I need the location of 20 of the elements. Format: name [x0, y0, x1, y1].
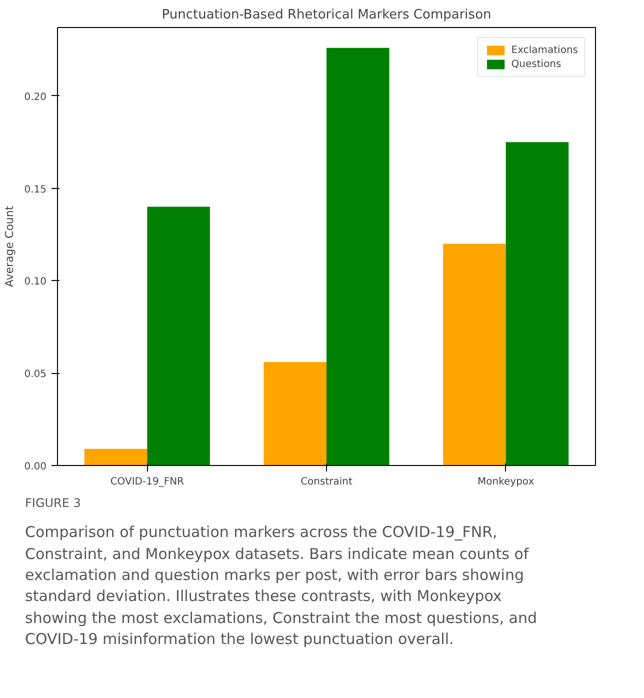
x-tick-label: COVID-19_FNR: [110, 476, 184, 488]
bar: [264, 362, 326, 466]
y-tick-label: 0.00: [24, 462, 46, 472]
y-axis-title: Average Count: [3, 205, 16, 288]
y-tick-label: 0.15: [24, 184, 46, 196]
x-tick-label: Monkeypox: [478, 476, 534, 488]
bar: [326, 48, 390, 466]
legend-label: Exclamations: [511, 44, 578, 56]
bar: [84, 448, 148, 466]
caption: FIGURE 3: [25, 495, 81, 512]
bar: [147, 206, 210, 466]
text: Comparison of punctuation markers across the COVID-19_FNR, Constraint, and Monkeypox datasets. Bars indicate mean counts of exclamation and question marks per post, with error bars showing standard deviation. Illustrates these contrasts, with Monkeypox showing the most exclamations, Constraint the most questions, and COVID-19 misinformation the lowest punctuation overall.: [25, 522, 538, 650]
y-tick-label: 0.10: [24, 276, 46, 288]
y-tick-label: 0.20: [24, 92, 46, 103]
legend-label: Questions: [511, 58, 562, 70]
bar: [443, 244, 506, 466]
chart-title: Punctuation-Based Rhetorical Markers Comparison: [162, 8, 492, 22]
bar: [506, 142, 569, 466]
y-tick-label: 0.05: [24, 369, 46, 380]
x-tick-label: Constraint: [300, 476, 352, 488]
